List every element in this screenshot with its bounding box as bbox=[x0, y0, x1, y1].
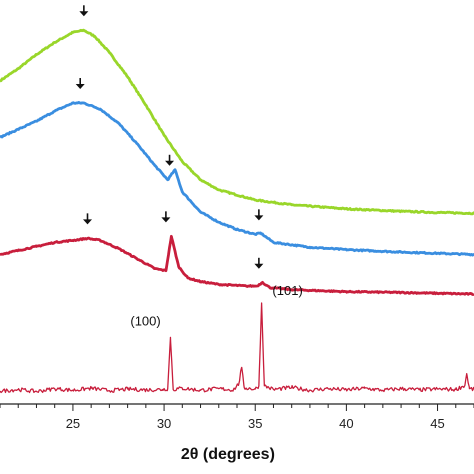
plot-area: (100) (101) bbox=[0, 5, 474, 394]
xrd-series-line-2 bbox=[0, 101, 474, 257]
peak-arrow-icon bbox=[165, 154, 175, 166]
peak-arrow-icon bbox=[83, 213, 93, 225]
peak-arrow-icon bbox=[254, 257, 264, 269]
x-tick-label: 35 bbox=[248, 416, 262, 431]
xrd-series-line-4 bbox=[0, 302, 474, 394]
x-axis-label: 2θ (degrees) bbox=[181, 446, 275, 463]
peak-arrow-icon bbox=[79, 5, 89, 17]
x-tick-label: 30 bbox=[157, 416, 171, 431]
x-tick-label: 25 bbox=[66, 416, 80, 431]
peak-arrow-icon bbox=[75, 78, 85, 90]
peak-arrow-icon bbox=[161, 211, 171, 223]
x-axis-ticks: 25 30 35 40 45 bbox=[0, 404, 474, 431]
peak-annotation-label: (101) bbox=[272, 283, 302, 298]
xrd-series-line-3 bbox=[0, 234, 474, 296]
peak-annotation-label: (100) bbox=[130, 313, 160, 328]
x-tick-label: 45 bbox=[430, 416, 444, 431]
xrd-series-line-1 bbox=[0, 28, 474, 216]
x-tick-label: 40 bbox=[339, 416, 353, 431]
peak-arrow-icon bbox=[254, 209, 264, 221]
